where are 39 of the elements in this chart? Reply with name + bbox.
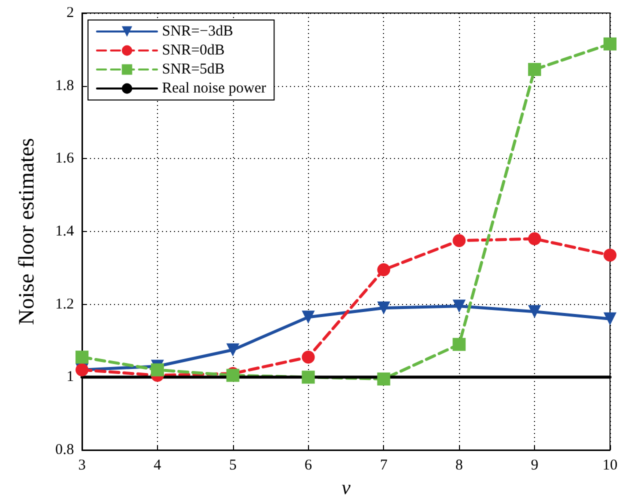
x-tick-label: 4 bbox=[154, 458, 162, 474]
point bbox=[604, 37, 616, 50]
point bbox=[377, 372, 390, 386]
y-tick-label: 1.8 bbox=[55, 78, 74, 94]
x-axis-title: v bbox=[342, 476, 351, 499]
point bbox=[76, 350, 88, 364]
x-tick-label: 8 bbox=[455, 458, 463, 474]
point bbox=[604, 248, 616, 262]
point bbox=[452, 234, 466, 248]
point bbox=[452, 338, 466, 351]
legend-label: Real noise power bbox=[162, 80, 266, 96]
point bbox=[377, 263, 390, 276]
point bbox=[302, 310, 315, 324]
point bbox=[528, 305, 542, 318]
point bbox=[528, 62, 542, 76]
point bbox=[150, 363, 164, 376]
x-tick-label: 6 bbox=[304, 458, 313, 474]
legend-label: SNR=−3dB bbox=[162, 24, 234, 40]
y-tick-label: 1.2 bbox=[55, 296, 74, 312]
point bbox=[302, 370, 315, 384]
y-tick-label: 2 bbox=[66, 5, 74, 21]
point bbox=[452, 300, 466, 313]
point bbox=[528, 232, 542, 246]
y-tick-label: 1.4 bbox=[55, 224, 74, 240]
point bbox=[604, 312, 616, 326]
x-tick-label: 10 bbox=[602, 458, 618, 474]
legend-label: SNR=0dB bbox=[162, 42, 225, 58]
y-axis-title: Noise floor estimates bbox=[14, 138, 38, 325]
x-tick-label: 7 bbox=[380, 458, 388, 474]
legend-label: SNR=5dB bbox=[162, 62, 225, 78]
y-tick-label: 1 bbox=[66, 369, 74, 386]
y-tick-label: 1.6 bbox=[55, 150, 74, 167]
y-tick-label: 0.8 bbox=[55, 442, 74, 458]
x-tick-label: 5 bbox=[229, 458, 237, 474]
x-tick-label: 3 bbox=[78, 458, 86, 474]
x-tick-label: 9 bbox=[530, 458, 538, 474]
point bbox=[226, 343, 240, 356]
point bbox=[377, 301, 390, 314]
point bbox=[302, 350, 315, 364]
